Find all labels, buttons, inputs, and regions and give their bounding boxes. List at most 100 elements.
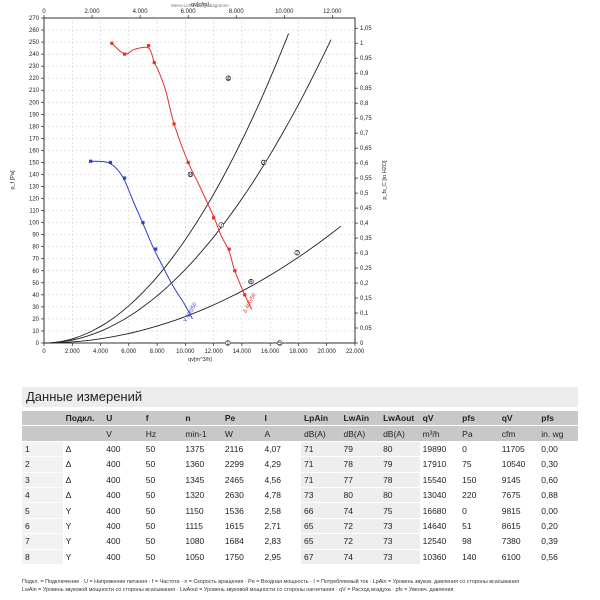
operating-point-label: 3	[262, 161, 266, 167]
right-tick-label: 0,85	[360, 86, 372, 92]
table-row-cell: 79	[380, 456, 420, 473]
curve-marker	[212, 216, 216, 220]
table-row-cell: 400	[103, 518, 143, 535]
y-tick-label: 220	[29, 76, 40, 82]
table-row-cell: 71	[300, 472, 341, 488]
table-units-row-cell	[22, 425, 63, 442]
table-row-cell: 77	[340, 472, 381, 488]
table-row-cell: 140	[459, 549, 499, 565]
table-row-cell: 73	[380, 549, 420, 565]
y-tick-label: 40	[32, 293, 39, 299]
table-header-row-cell: pfs	[459, 411, 499, 427]
system-curve-8	[43, 33, 290, 344]
y-tick-label: 240	[29, 52, 40, 58]
table-row-cell: 10360	[419, 549, 460, 565]
table-row-cell: 1345	[182, 472, 222, 488]
table-row-cell: 1375	[182, 441, 222, 458]
table-header-row-cell: LpAin	[300, 411, 341, 427]
operating-point-label: 1	[226, 341, 230, 347]
operating-point-label: 5	[278, 341, 282, 347]
y-tick-label: 250	[29, 40, 40, 46]
table-row: 6 Y 400 50 1115 1615 2,71 65 72 73 14640 51 8615 0,20	[22, 518, 578, 535]
table-row-cell: 400	[103, 487, 143, 504]
table-row-cell: 78	[380, 472, 420, 488]
curve-marker	[110, 41, 114, 45]
table-row-cell: 17910	[419, 456, 460, 473]
legend-line-2: LwAin = Уровень звуковой мощности со сто…	[22, 587, 454, 593]
table-units-row-cell: dB(A)	[300, 425, 341, 442]
system-curve-7	[43, 39, 332, 344]
y-tick-label: 70	[32, 257, 39, 263]
right-tick-label: 0,7	[360, 131, 369, 137]
table-header-row-cell: qV	[498, 411, 539, 427]
table-row-cell: 5	[22, 502, 63, 519]
table-row: 1 Δ 400 50 1375 2116 4,07 71 79 80 19890 0 11705 0,00	[22, 441, 578, 458]
table-row-cell: 65	[300, 518, 341, 535]
y-tick-label: 110	[29, 209, 39, 215]
table-units-row-cell: min-1	[182, 425, 222, 442]
bottom-axis-label: qv[m^3/h]	[188, 357, 212, 363]
right-tick-label: 0,6	[360, 161, 369, 167]
right-tick-label: 0,35	[360, 236, 372, 242]
right-tick-label: 0,5	[360, 191, 369, 197]
right-tick-label: 0,25	[360, 266, 372, 272]
table-row-cell: 67	[300, 549, 341, 565]
right-tick-label: 0,65	[360, 146, 372, 152]
top-tick-label: 4.000	[133, 9, 149, 15]
table-row-cell: 7675	[498, 487, 539, 504]
x-tick-label: 18.000	[289, 349, 308, 355]
curve-marker	[108, 160, 113, 165]
table-units-row-cell: dB(A)	[380, 425, 420, 442]
operating-point-marker	[277, 340, 283, 346]
table-row-cell: 75	[459, 456, 499, 473]
table-row-cell: 4,29	[261, 456, 301, 473]
y-tick-label: 160	[29, 148, 40, 154]
table-row-cell: 13040	[419, 487, 460, 504]
table-row-cell: 51	[459, 518, 499, 535]
curve-marker	[122, 176, 127, 180]
operating-point-marker	[225, 340, 231, 346]
table-row-cell: 400	[103, 441, 143, 458]
table-row-cell: 80	[380, 441, 420, 458]
fan-curve-delta	[111, 42, 253, 310]
table-row-cell: 7380	[498, 533, 539, 550]
table-row-cell: 3	[22, 472, 63, 488]
table-row-cell: 66	[300, 502, 341, 519]
table-row-cell: 1536	[221, 502, 262, 519]
right-tick-label: 0,1	[360, 311, 369, 317]
table-row-cell: 2,83	[261, 533, 301, 550]
x-tick-label: 14.000	[233, 349, 252, 355]
table-row-cell: 1080	[182, 533, 222, 550]
legend-text: Подкл. = Подключение · U = Напряжение пи…	[22, 578, 582, 594]
right-tick-label: 0,95	[360, 56, 372, 62]
operating-point-marker	[294, 250, 300, 256]
table-row-cell: 50	[142, 441, 183, 458]
table-header-row-cell: I	[261, 411, 301, 427]
table-header-row-cell: LwAin	[340, 411, 381, 427]
table-header-row-cell: pfs	[538, 411, 578, 427]
right-tick-label: 0,55	[360, 176, 372, 182]
table-row-cell: 2299	[221, 456, 262, 473]
table-row-cell: 0,00	[538, 502, 578, 519]
table-row-cell: 71	[300, 456, 341, 473]
table-row-cell: 74	[340, 549, 381, 565]
table-row-cell: 0,39	[538, 533, 578, 550]
right-tick-label: 1,05	[360, 26, 372, 32]
table-row-cell: 50	[142, 549, 183, 565]
right-tick-label: 0,75	[360, 116, 372, 122]
legend-line-1: Подкл. = Подключение · U = Напряжение пи…	[22, 579, 519, 585]
curve-marker	[141, 221, 145, 225]
table-row-cell: 400	[103, 549, 143, 565]
table-row-cell: Δ	[62, 441, 104, 458]
fan-curve-star	[90, 160, 193, 320]
curve-marker	[227, 247, 231, 251]
y-tick-label: 200	[29, 100, 40, 106]
table-row-cell: 1360	[182, 456, 222, 473]
y-tick-label: 210	[29, 88, 40, 94]
table-row-cell: 19890	[419, 441, 460, 458]
plot-area	[43, 17, 356, 344]
table-units-row-cell: W	[221, 425, 262, 442]
table-row-cell: 14640	[419, 518, 460, 535]
